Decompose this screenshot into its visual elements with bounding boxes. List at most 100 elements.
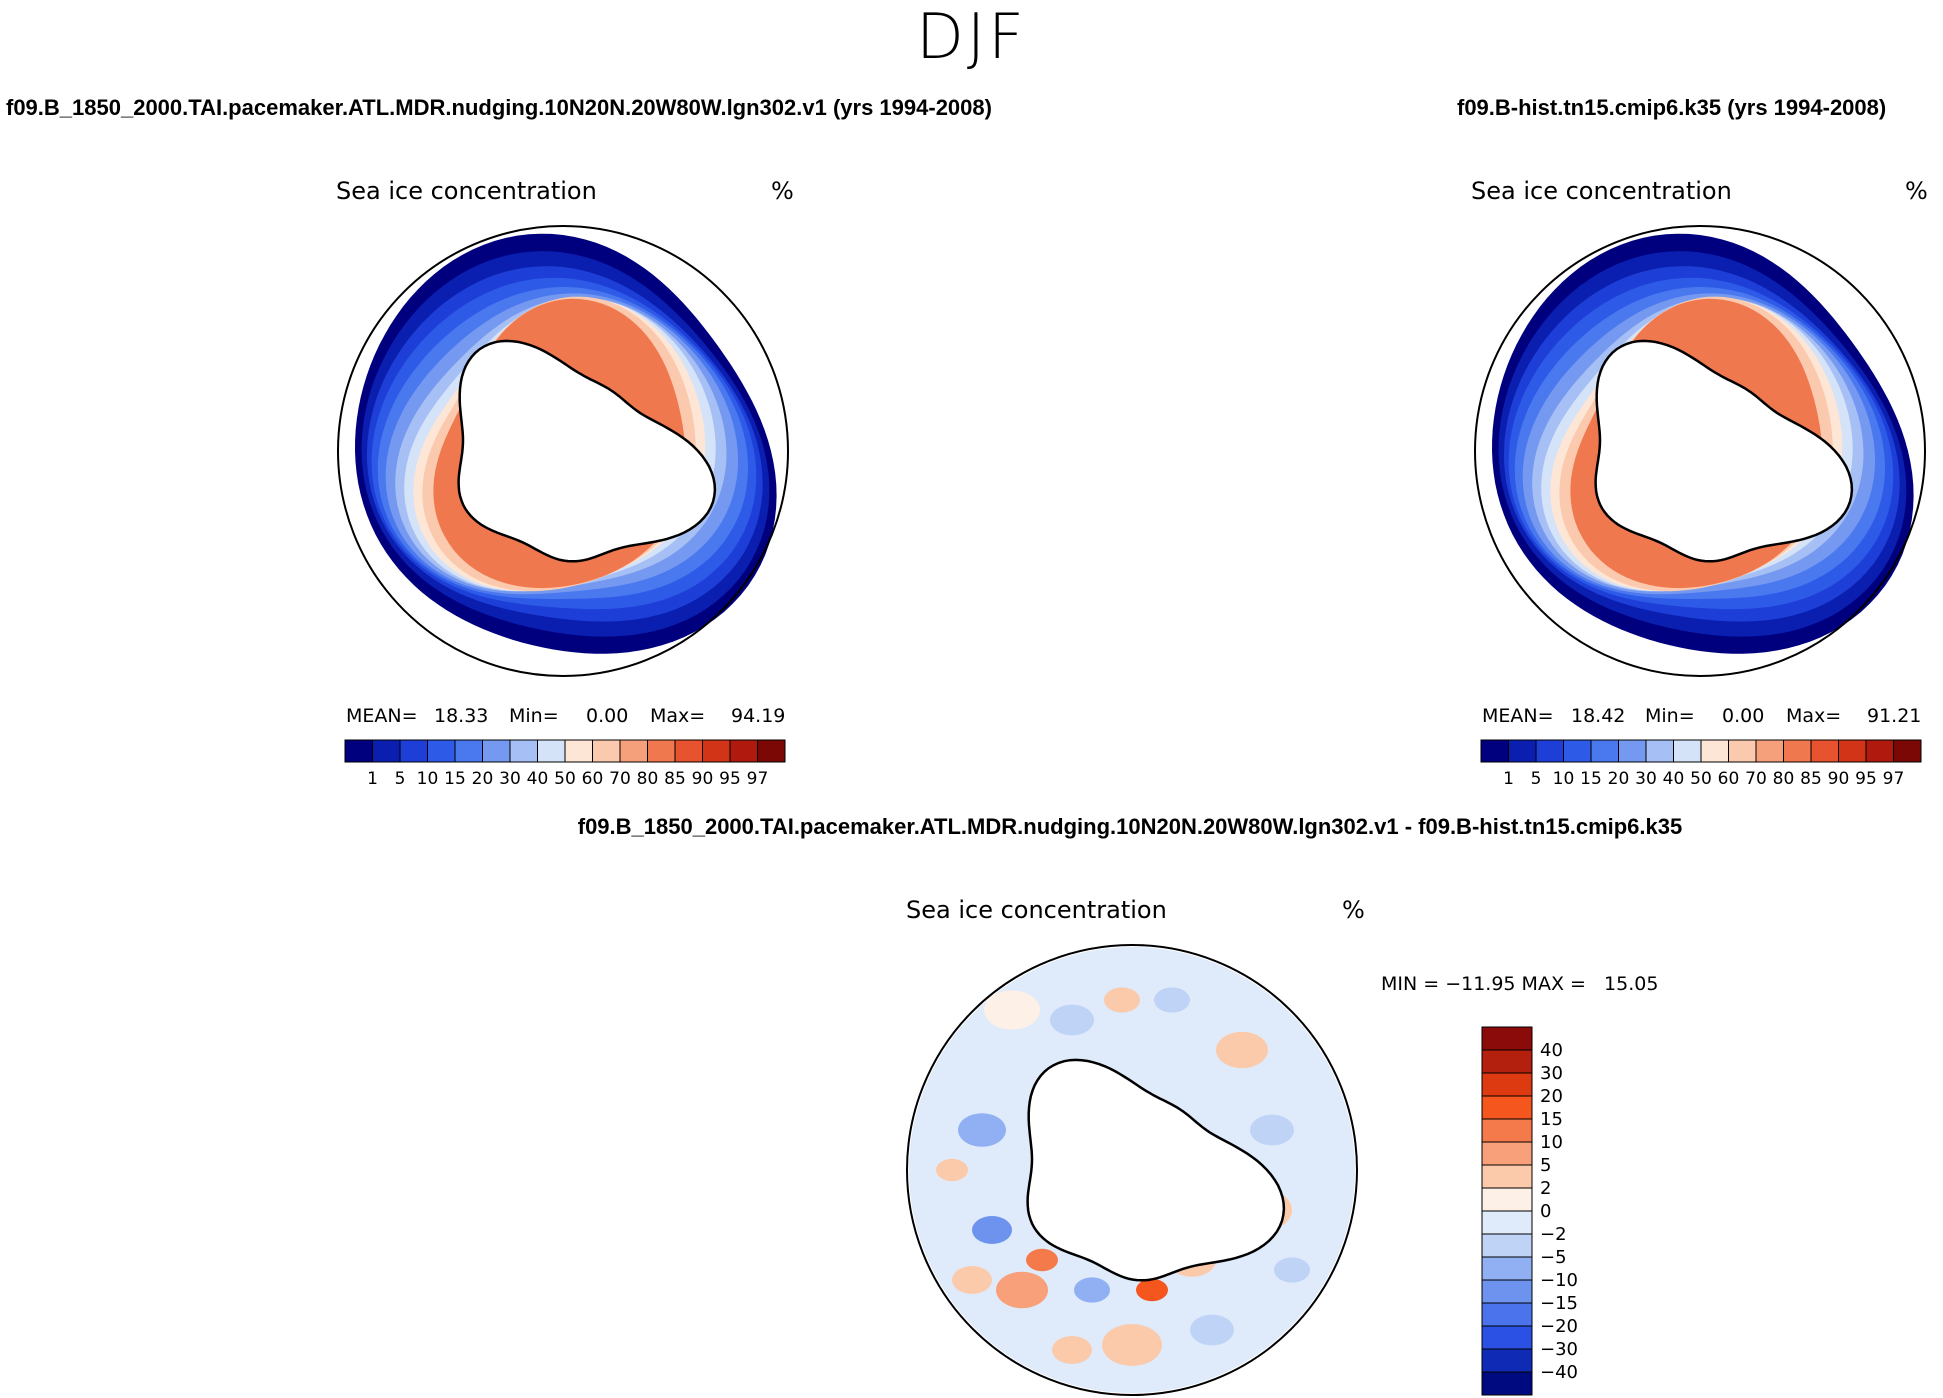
colorbar-swatch-8 bbox=[564, 739, 593, 763]
var-title-right: Sea ice concentration bbox=[1471, 177, 1732, 205]
diff-blob-4 bbox=[972, 1216, 1012, 1244]
colorbar-swatch-0 bbox=[1481, 1026, 1533, 1051]
colorbar-swatch-6 bbox=[1481, 1164, 1533, 1189]
colorbar-tick-0: 1 bbox=[1503, 769, 1514, 789]
colorbar-swatch-14 bbox=[1481, 1348, 1533, 1373]
map-boundary bbox=[906, 944, 1358, 1396]
colorbar-right: 1 5 10 15 20 30 40 50 60 70 80 85 90 95 97 bbox=[1480, 739, 1922, 789]
colorbar-swatch-14 bbox=[1865, 739, 1894, 763]
colorbar-swatch-5 bbox=[1618, 739, 1647, 763]
colorbar-swatch-12 bbox=[674, 739, 703, 763]
colorbar-swatch-1 bbox=[1508, 739, 1537, 763]
colorbar-tick-13: −30 bbox=[1540, 1339, 1578, 1360]
minmax-diff: MIN = −11.95 MAX = 15.05 bbox=[1381, 973, 1659, 995]
colorbar-tick-0: 1 bbox=[367, 769, 378, 789]
diff-blob-2 bbox=[1104, 987, 1140, 1013]
antarctica-coastline bbox=[1594, 339, 1854, 563]
max-label-right: Max= bbox=[1786, 705, 1842, 727]
colorbar-tick-10: 80 bbox=[637, 769, 659, 789]
min-value-right: 0.00 bbox=[1722, 705, 1765, 727]
colorbar-tick-9: 70 bbox=[1745, 769, 1767, 789]
colorbar-swatch-13 bbox=[1838, 739, 1867, 763]
colorbar-swatch-5 bbox=[482, 739, 511, 763]
colorbar-tick-5: 30 bbox=[1635, 769, 1657, 789]
polar-map-left bbox=[337, 225, 789, 677]
colorbar-swatch-7 bbox=[537, 739, 566, 763]
diff-blob-1 bbox=[1050, 1004, 1094, 1036]
colorbar-tick-6: 40 bbox=[1663, 769, 1685, 789]
colorbar-swatch-3 bbox=[1563, 739, 1592, 763]
mean-value-right: 18.42 bbox=[1571, 705, 1626, 727]
colorbar-tick-8: −2 bbox=[1540, 1224, 1567, 1245]
colorbar-swatch-4 bbox=[1481, 1118, 1533, 1143]
colorbar-tick-4: 20 bbox=[472, 769, 494, 789]
colorbar-tick-0: 40 bbox=[1540, 1040, 1563, 1061]
diff-blob-5 bbox=[996, 1271, 1048, 1309]
colorbar-swatch-10 bbox=[619, 739, 648, 763]
colorbar-tick-2: 10 bbox=[1553, 769, 1575, 789]
diff-blob-3 bbox=[958, 1113, 1006, 1147]
colorbar-swatch-15 bbox=[757, 739, 786, 763]
colorbar-tick-13: 95 bbox=[1855, 769, 1877, 789]
diff-blob-17 bbox=[1052, 1336, 1092, 1364]
diff-blob-15 bbox=[1102, 1324, 1162, 1366]
colorbar-tick-9: −5 bbox=[1540, 1247, 1567, 1268]
colorbar-tick-7: 50 bbox=[554, 769, 576, 789]
colorbar-swatch-8 bbox=[1481, 1210, 1533, 1235]
mean-value-left: 18.33 bbox=[434, 705, 489, 727]
colorbar-tick-3: 15 bbox=[444, 769, 466, 789]
mean-label-right: MEAN= bbox=[1482, 705, 1554, 727]
colorbar-swatch-8 bbox=[1700, 739, 1729, 763]
var-title-diff: Sea ice concentration bbox=[906, 896, 1167, 924]
colorbar-swatch-9 bbox=[1728, 739, 1757, 763]
diff-blob-18 bbox=[1274, 1257, 1310, 1283]
colorbar-tick-2: 10 bbox=[417, 769, 439, 789]
colorbar-tick-8: 60 bbox=[582, 769, 604, 789]
colorbar-swatch-10 bbox=[1481, 1256, 1533, 1281]
colorbar-tick-8: 60 bbox=[1718, 769, 1740, 789]
colorbar-tick-10: 80 bbox=[1773, 769, 1795, 789]
colorbar-tick-11: −15 bbox=[1540, 1293, 1578, 1314]
colorbar-tick-9: 70 bbox=[609, 769, 631, 789]
diff-blob-11 bbox=[1216, 1031, 1268, 1069]
case-title-diff: f09.B_1850_2000.TAI.pacemaker.ATL.MDR.nu… bbox=[577, 814, 1683, 839]
map-boundary bbox=[1474, 225, 1926, 677]
colorbar-swatch-4 bbox=[1590, 739, 1619, 763]
diff-blob-10 bbox=[1250, 1114, 1294, 1146]
max-value-left: 94.19 bbox=[731, 705, 786, 727]
colorbar-tick-12: −20 bbox=[1540, 1316, 1578, 1337]
colorbar-tick-12: 90 bbox=[1828, 769, 1850, 789]
colorbar-swatch-12 bbox=[1810, 739, 1839, 763]
colorbar-left: 1 5 10 15 20 30 40 50 60 70 80 85 90 95 97 bbox=[344, 739, 786, 789]
colorbar-tick-1: 5 bbox=[1531, 769, 1542, 789]
antarctica-coastline bbox=[457, 339, 717, 563]
colorbar-tick-4: 10 bbox=[1540, 1132, 1563, 1153]
colorbar-tick-3: 15 bbox=[1540, 1109, 1563, 1130]
polar-map-right bbox=[1474, 225, 1926, 677]
colorbar-swatch-2 bbox=[1535, 739, 1564, 763]
colorbar-swatch-13 bbox=[702, 739, 731, 763]
colorbar-swatch-2 bbox=[399, 739, 428, 763]
colorbar-swatch-14 bbox=[729, 739, 758, 763]
colorbar-swatch-15 bbox=[1481, 1371, 1533, 1396]
units-left: % bbox=[771, 177, 794, 205]
units-diff: % bbox=[1342, 896, 1365, 924]
season-title: DJF bbox=[916, 0, 1027, 73]
min-label-right: Min= bbox=[1645, 705, 1695, 727]
antarctica-coastline bbox=[1026, 1058, 1286, 1282]
colorbar-tick-6: 2 bbox=[1540, 1178, 1551, 1199]
colorbar-swatch-11 bbox=[647, 739, 676, 763]
colorbar-swatch-11 bbox=[1783, 739, 1812, 763]
diff-blob-6 bbox=[1074, 1277, 1110, 1303]
max-label-left: Max= bbox=[650, 705, 706, 727]
colorbar-swatch-5 bbox=[1481, 1141, 1533, 1166]
colorbar-swatch-9 bbox=[592, 739, 621, 763]
colorbar-tick-5: 30 bbox=[499, 769, 521, 789]
colorbar-swatch-3 bbox=[427, 739, 456, 763]
colorbar-swatch-6 bbox=[1645, 739, 1674, 763]
colorbar-swatch-6 bbox=[509, 739, 538, 763]
map-boundary bbox=[337, 225, 789, 677]
min-label-left: Min= bbox=[509, 705, 559, 727]
var-title-left: Sea ice concentration bbox=[336, 177, 597, 205]
